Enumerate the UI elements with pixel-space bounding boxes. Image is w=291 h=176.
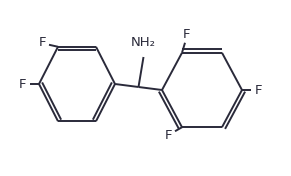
Text: F: F <box>254 83 262 96</box>
Text: F: F <box>165 129 173 142</box>
Text: F: F <box>38 36 46 49</box>
Text: F: F <box>183 28 191 41</box>
Text: F: F <box>19 77 27 90</box>
Text: NH₂: NH₂ <box>131 36 156 49</box>
